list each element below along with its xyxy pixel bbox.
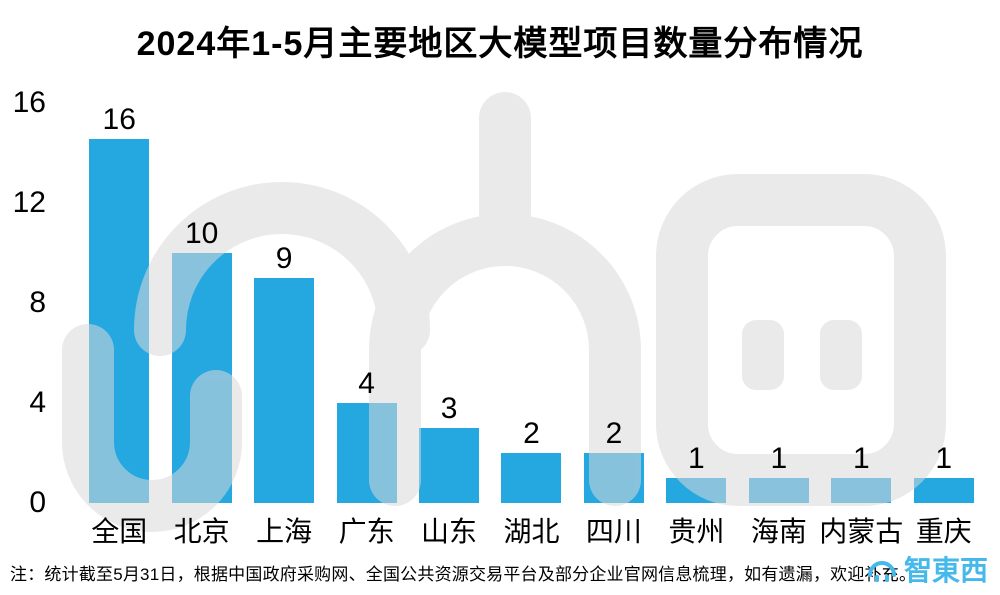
- bar: [171, 253, 232, 503]
- y-tick-label: 16: [12, 86, 46, 119]
- bar-group: 1 重庆: [903, 103, 985, 547]
- x-axis-label: 山东: [421, 516, 478, 547]
- bar-value-label: 2: [605, 417, 623, 450]
- bar-value-label: 4: [358, 367, 375, 400]
- bar: [89, 139, 150, 503]
- bar-group: 1 海南: [738, 103, 820, 547]
- x-axis-label: 全国: [91, 516, 148, 547]
- bar-value-label: 9: [275, 242, 293, 275]
- y-tick-label: 8: [29, 286, 46, 319]
- bar-group: 2 四川: [573, 103, 655, 547]
- y-axis: 0 4 8 12 16: [0, 88, 48, 518]
- x-axis-label: 湖北: [503, 516, 560, 547]
- bar-group: 3 山东: [408, 103, 490, 547]
- bar-chart-plot: 16 全国 10 北京 9 上海 4 广东 3 山东 2 湖北 2 四川 1 贵州 1 海南 1 内蒙古 1 重庆: [78, 103, 985, 547]
- y-tick-label: 12: [12, 186, 46, 219]
- bar-value-label: 1: [688, 442, 705, 475]
- bar-group: 1 内蒙古: [819, 103, 903, 547]
- bar-group: 2 湖北: [490, 103, 572, 547]
- bar-value-label: 16: [102, 103, 136, 136]
- x-axis-label: 四川: [585, 516, 642, 547]
- footnote: 注：统计截至5月31日，根据中国政府采购网、全国公共资源交易平台及部分企业官网信…: [10, 565, 917, 584]
- bar: [748, 478, 809, 503]
- brand-logo-text: 智東西: [903, 555, 988, 586]
- x-axis-label: 内蒙古: [819, 516, 904, 547]
- bar-group: 9 上海: [243, 103, 325, 547]
- bar: [583, 453, 644, 503]
- bar-value-label: 3: [440, 392, 458, 425]
- bar-group: 16 全国: [78, 103, 160, 547]
- bar: [419, 428, 480, 503]
- y-tick-label: 0: [29, 486, 46, 519]
- y-tick-label: 4: [29, 386, 46, 419]
- bar: [501, 453, 562, 503]
- bar-group: 4 广东: [325, 103, 407, 547]
- x-axis-label: 重庆: [915, 516, 972, 547]
- chart-title: 2024年1-5月主要地区大模型项目数量分布情况: [136, 25, 864, 63]
- bar-value-label: 1: [770, 442, 788, 475]
- brand-logo: 智東西: [865, 549, 988, 589]
- bar: [913, 478, 974, 503]
- bar: [254, 278, 315, 503]
- x-axis-label: 贵州: [668, 516, 725, 547]
- bar-value-label: 2: [523, 417, 540, 450]
- bar-group: 10 北京: [160, 103, 242, 547]
- bar: [831, 478, 892, 503]
- bar-value-label: 1: [935, 442, 953, 475]
- x-axis-label: 上海: [256, 516, 313, 547]
- bar-group: 1 贵州: [655, 103, 737, 547]
- x-axis-label: 广东: [338, 516, 395, 547]
- bar: [336, 403, 397, 503]
- bar: [666, 478, 727, 503]
- bar-value-label: 10: [184, 217, 219, 250]
- brand-robot-icon: [867, 561, 896, 582]
- x-axis-label: 北京: [173, 516, 230, 547]
- bar-value-label: 1: [852, 442, 870, 475]
- bars-row: 16 全国 10 北京 9 上海 4 广东 3 山东 2 湖北 2 四川 1 贵州 1 海南 1 内蒙古 1 重庆: [78, 103, 985, 547]
- x-axis-label: 海南: [750, 516, 807, 547]
